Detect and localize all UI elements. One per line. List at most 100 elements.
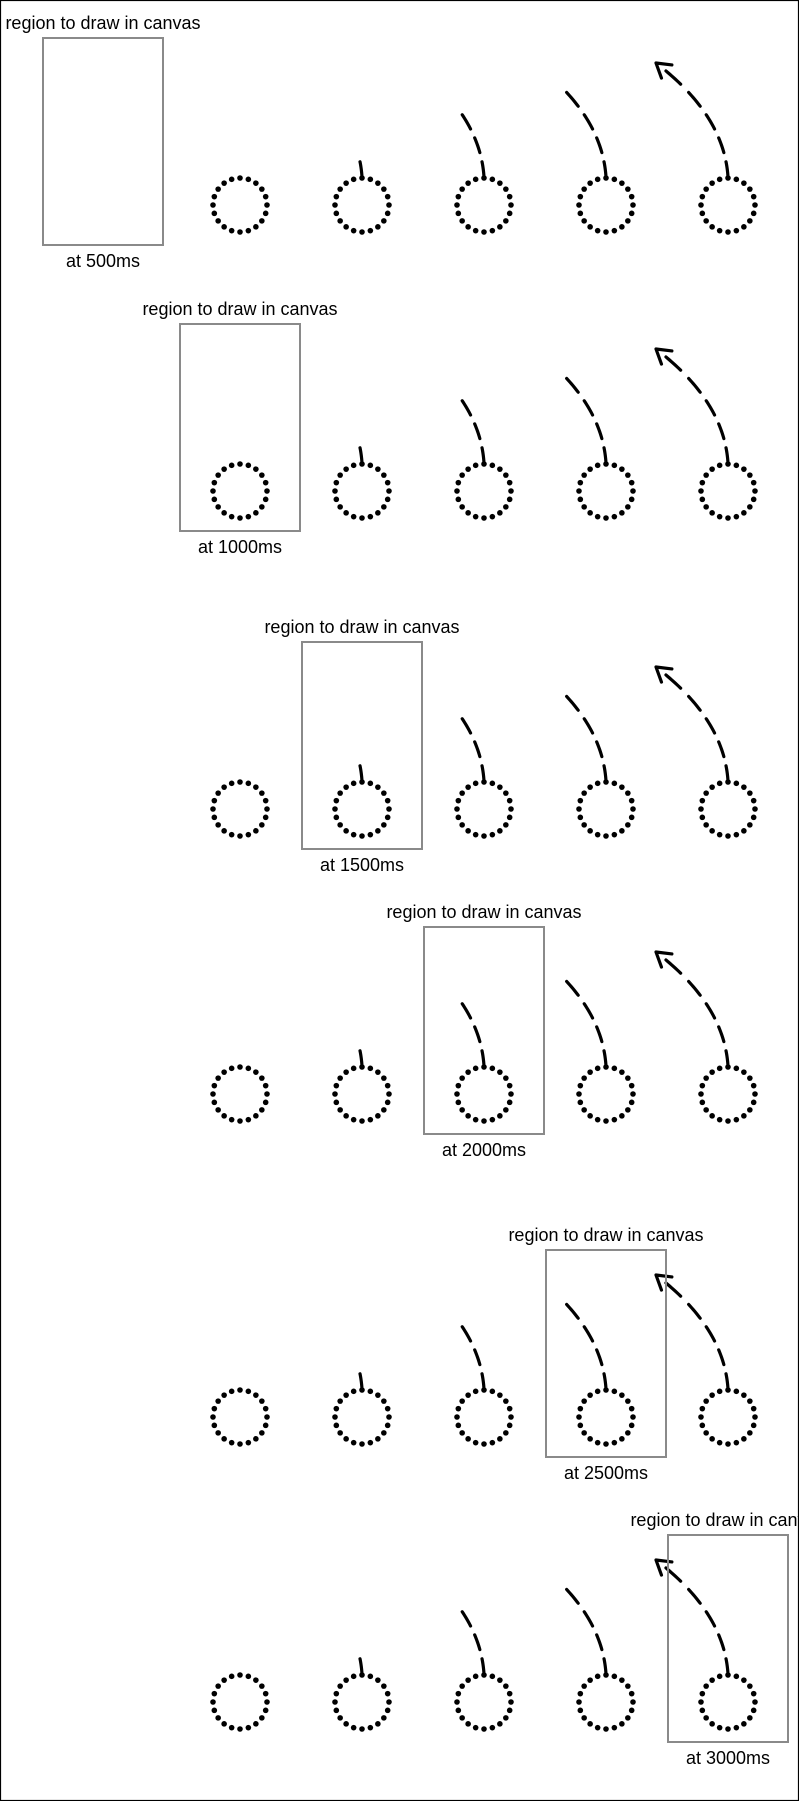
circle-dot	[603, 1118, 609, 1124]
circle-dot	[581, 472, 587, 478]
circle-dot	[465, 1721, 471, 1727]
trail-dash	[664, 69, 683, 86]
circle-dot	[587, 1721, 593, 1727]
circle-dot	[332, 1699, 338, 1705]
circle-dot	[455, 210, 462, 217]
circle-dot	[459, 822, 465, 828]
canvas-region-box	[545, 1249, 667, 1458]
circle-dot	[725, 515, 731, 521]
animation-frame	[332, 764, 392, 839]
trail-dash	[704, 1325, 717, 1343]
circle-dot	[594, 780, 601, 787]
circle-dot	[630, 202, 636, 208]
animation-frame	[332, 1049, 392, 1124]
circle-dot	[503, 1075, 509, 1081]
circle-dot	[228, 227, 235, 234]
circle-dot	[343, 510, 349, 516]
circle-dot	[262, 797, 269, 804]
circle-dot	[253, 784, 259, 790]
circle-dot	[384, 1099, 391, 1106]
circle-dot	[587, 1069, 593, 1075]
circle-dot	[489, 513, 496, 520]
circle-dot	[386, 1414, 392, 1420]
circle-dot	[381, 1107, 387, 1113]
circle-dot	[489, 462, 496, 469]
trail-dash	[582, 113, 595, 131]
trail-dash	[460, 1325, 473, 1343]
circle-dot	[628, 210, 635, 217]
canvas-region-box	[42, 37, 164, 246]
circle-dot	[497, 510, 503, 516]
circle-dot	[381, 1075, 387, 1081]
circle-dot	[375, 466, 381, 472]
circle-dot	[603, 1441, 609, 1447]
circle-dot	[503, 1430, 509, 1436]
trail-dash	[717, 422, 726, 441]
circle-dot	[245, 780, 252, 787]
circle-dot	[228, 831, 235, 838]
circle-dot	[359, 1672, 365, 1678]
circle-dot	[381, 1715, 387, 1721]
circle-dot	[581, 790, 587, 796]
circle-dot	[481, 1118, 487, 1124]
animation-frame	[210, 175, 270, 235]
circle-dot	[594, 227, 601, 234]
circle-dot	[343, 466, 349, 472]
circle-dot	[630, 1699, 636, 1705]
circle-dot	[245, 462, 252, 469]
canvas-region-box	[667, 1534, 789, 1743]
circle-dot	[750, 1405, 757, 1412]
circle-dot	[228, 1116, 235, 1123]
circle-dot	[581, 822, 587, 828]
circle-dot	[625, 1430, 631, 1436]
circle-dot	[630, 1091, 636, 1097]
circle-dot	[221, 180, 227, 186]
circle-dot	[506, 1082, 513, 1089]
circle-dot	[455, 1422, 462, 1429]
circle-dot	[211, 479, 218, 486]
trail-dash	[724, 1657, 730, 1676]
circle-dot	[750, 1099, 757, 1106]
circle-dot	[587, 466, 593, 472]
circle-dot	[577, 797, 584, 804]
circle-dot	[577, 1405, 584, 1412]
circle-dot	[211, 1422, 218, 1429]
trail-dash	[724, 160, 730, 179]
circle-dot	[577, 479, 584, 486]
circle-dot	[350, 1388, 357, 1395]
circle-dot	[741, 1436, 747, 1442]
circle-dot	[455, 1082, 462, 1089]
trail-dash	[582, 1610, 595, 1628]
circle-dot	[603, 1672, 609, 1678]
circle-dot	[699, 1082, 706, 1089]
circle-dot	[603, 1726, 609, 1732]
circle-dot	[625, 218, 631, 224]
circle-dot	[625, 186, 631, 192]
circle-dot	[215, 1430, 221, 1436]
trail-dash	[565, 376, 580, 394]
circle-dot	[259, 218, 265, 224]
circle-dot	[489, 1065, 496, 1072]
circle-dot	[747, 1075, 753, 1081]
trail-dash	[704, 113, 717, 131]
circle-dot	[253, 224, 259, 230]
circle-dot	[245, 1439, 252, 1446]
circle-dot	[576, 488, 582, 494]
circle-dot	[581, 1107, 587, 1113]
circle-dot	[698, 1699, 704, 1705]
circle-dot	[454, 1414, 460, 1420]
circle-dot	[725, 461, 731, 467]
circle-dot	[337, 1075, 343, 1081]
trail-dash	[687, 376, 702, 394]
circle-dot	[455, 797, 462, 804]
circle-dot	[508, 1414, 514, 1420]
trail-dash	[358, 1372, 364, 1391]
circle-dot	[210, 1414, 216, 1420]
circle-dot	[709, 1677, 715, 1683]
trail-dash	[595, 1348, 604, 1367]
circle-dot	[733, 1439, 740, 1446]
circle-dot	[245, 1388, 252, 1395]
circle-dot	[333, 1707, 340, 1714]
circle-dot	[587, 1392, 593, 1398]
circle-dot	[747, 1683, 753, 1689]
